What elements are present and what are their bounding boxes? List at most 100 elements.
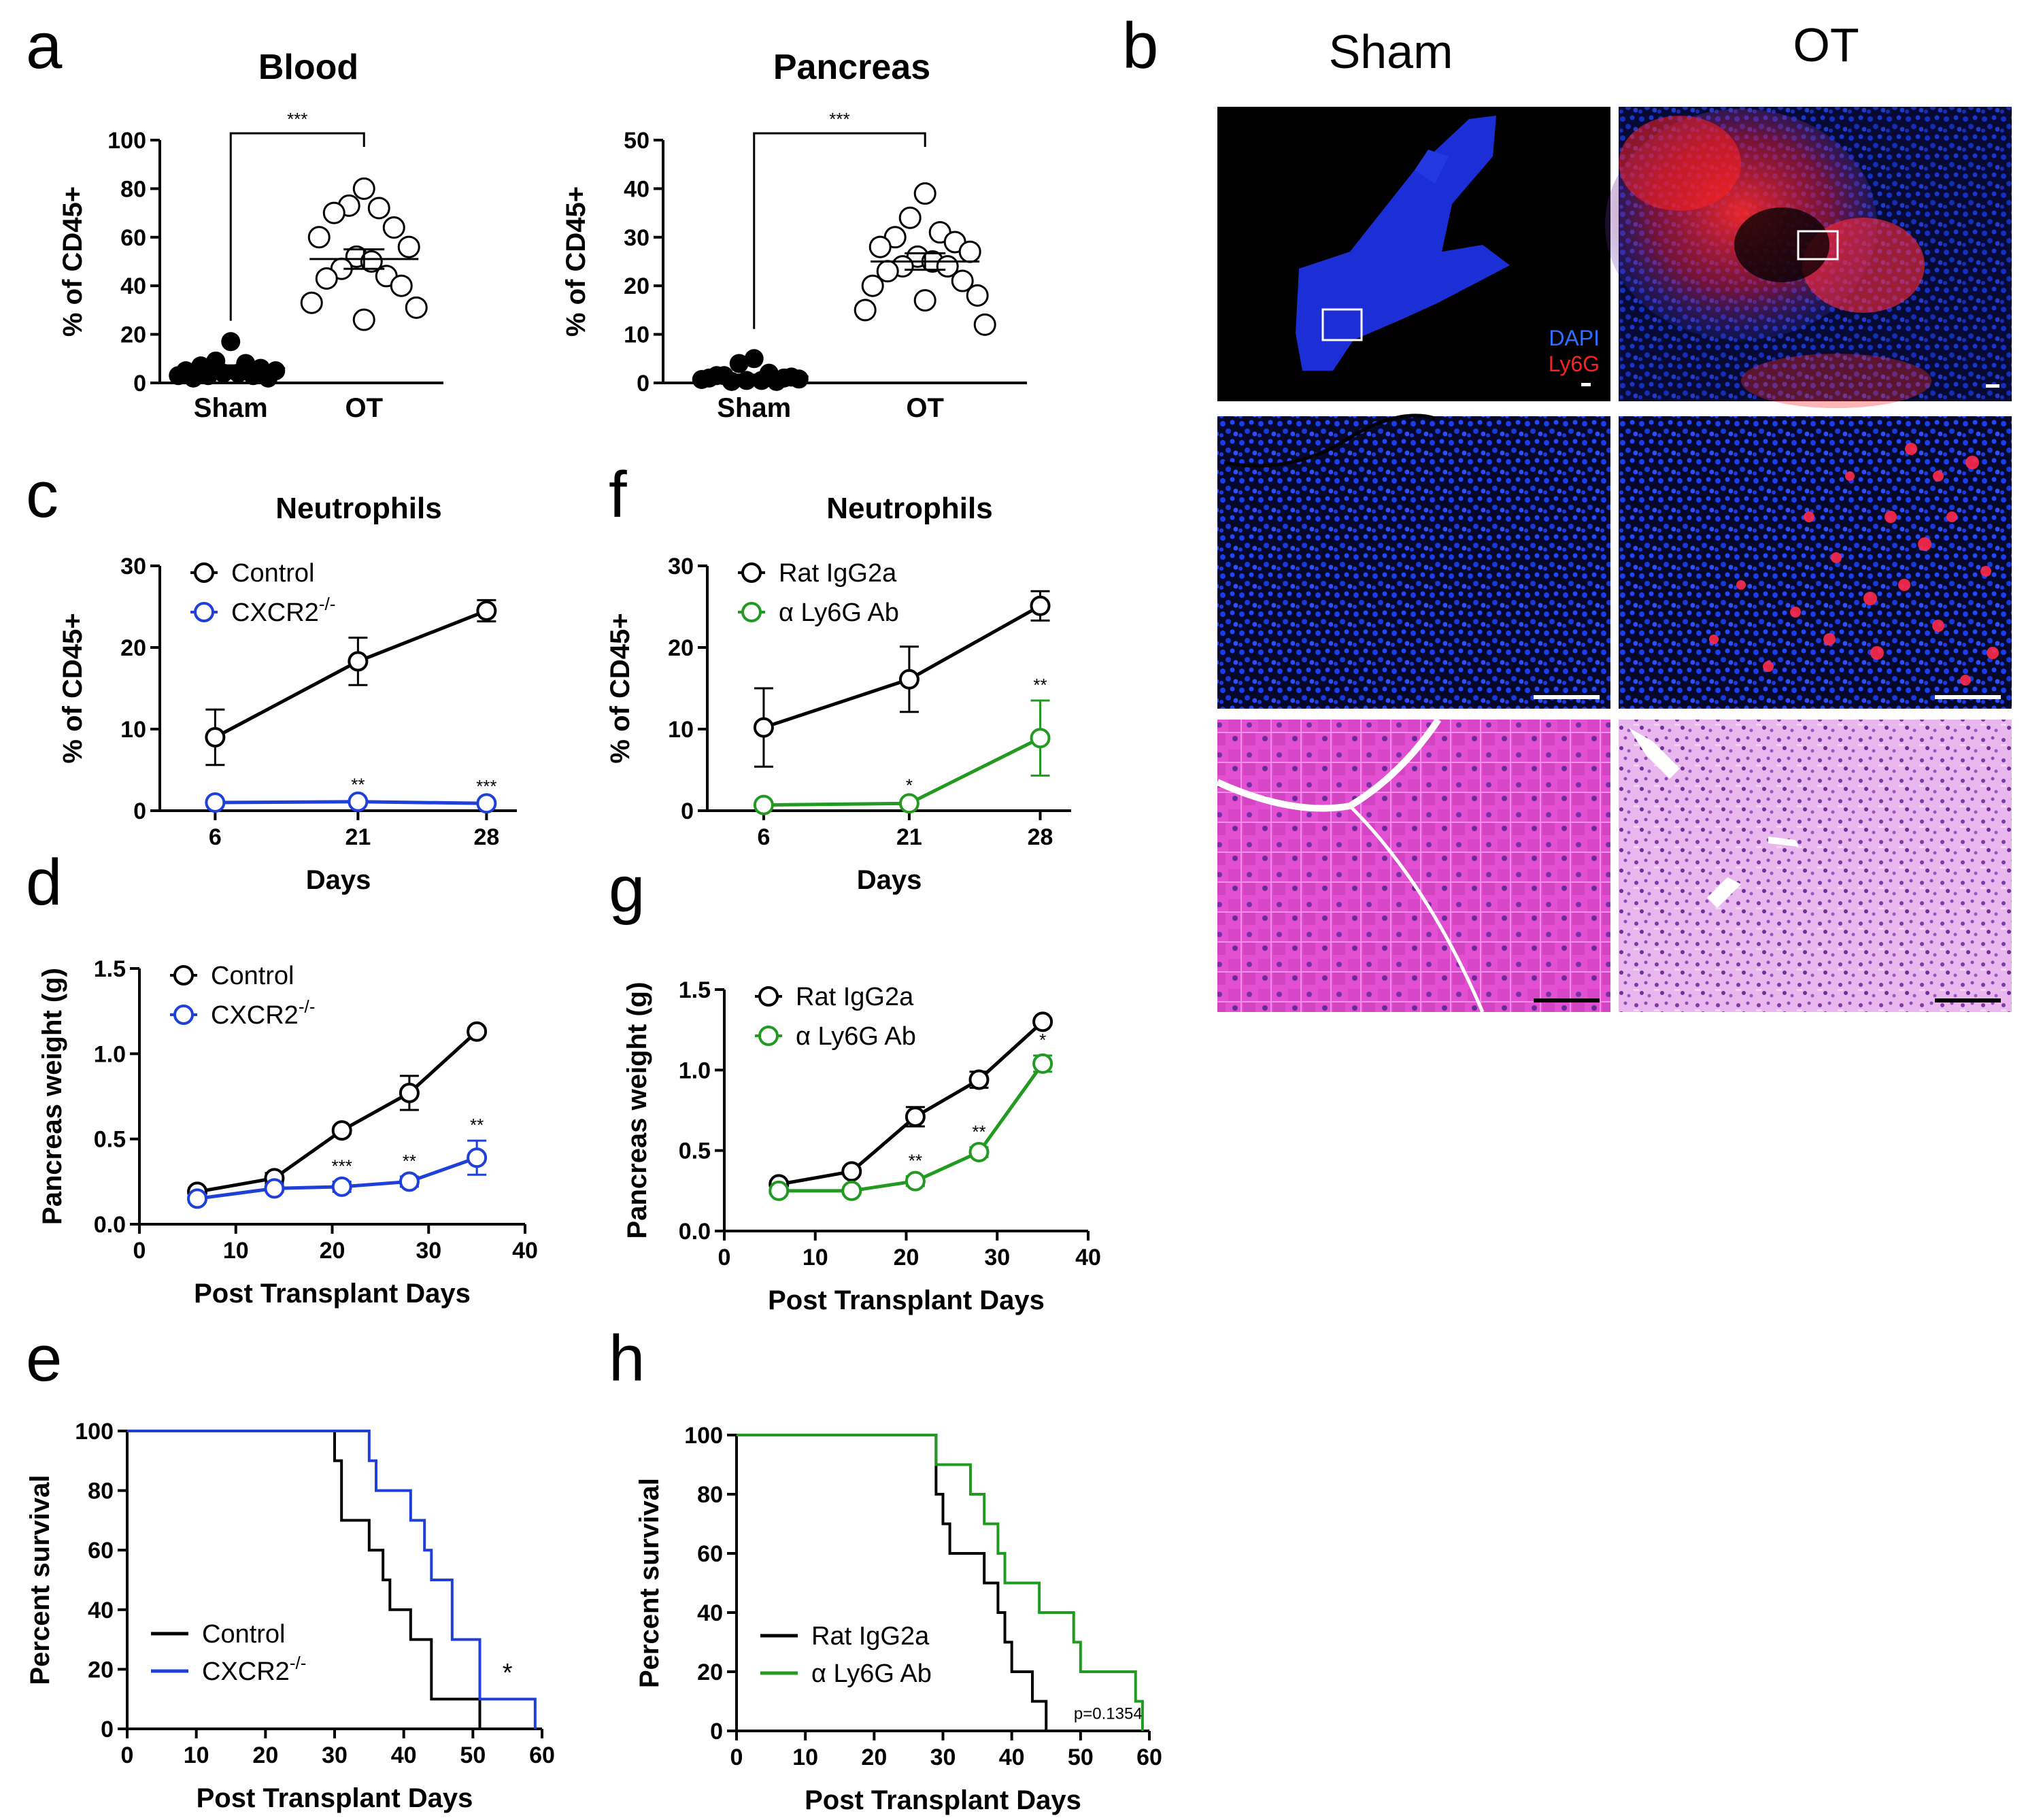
data-point [769, 1180, 790, 1201]
data-point [348, 651, 369, 672]
data-point [898, 669, 919, 690]
chart-title: Pancreas [773, 48, 930, 87]
chart-title: Neutrophils [826, 492, 992, 525]
y-axis-label: % of CD45+ [58, 613, 88, 763]
y-tick-label: 30 [624, 225, 649, 251]
data-point [898, 793, 919, 814]
chart-title: Neutrophils [275, 492, 441, 525]
legend-entry: Rat IgG2a [779, 559, 897, 588]
x-tick-label: 21 [896, 824, 922, 850]
x-tick-label: 50 [460, 1742, 486, 1768]
series-line [763, 736, 1041, 807]
legend-dapi: DAPI [1549, 326, 1600, 350]
y-tick-label: 100 [107, 128, 146, 154]
y-tick-label: 20 [88, 1657, 114, 1683]
y-tick-label: 1.0 [94, 1041, 126, 1067]
data-point [1032, 1053, 1053, 1074]
legend-ly6g: Ly6G [1549, 352, 1600, 376]
y-axis-label: Pancreas weight (g) [37, 968, 67, 1225]
data-point-sham [258, 368, 278, 388]
data-point-sham [184, 368, 203, 388]
data-point-ot [913, 289, 936, 312]
y-tick-label: 40 [120, 273, 146, 299]
data-point [331, 1120, 352, 1141]
y-tick-label: 1.5 [679, 977, 711, 1003]
x-tick-label: 40 [1075, 1245, 1101, 1270]
x-axis-label: Post Transplant Days [194, 1279, 471, 1309]
chart-pancreas-weight-ly6g: 0.0 0.5 1.0 1.5 Pancreas weight (g) 0 10 20 30 40… [622, 977, 1101, 1315]
legend-entry: CXCR2-/- [202, 1653, 306, 1686]
x-category-label: Sham [194, 393, 268, 423]
significance-stars: * [1039, 1030, 1046, 1050]
data-point-ot [397, 235, 420, 258]
x-tick-label: 10 [223, 1238, 249, 1264]
x-tick-label: 40 [512, 1238, 538, 1264]
data-point [905, 1106, 926, 1127]
panel-label-b: b [1122, 10, 1158, 82]
x-category-label: OT [345, 393, 383, 423]
legend-entry: α Ly6G Ab [779, 599, 899, 627]
y-axis-label: % of CD45+ [58, 186, 88, 337]
significance-bracket [753, 132, 926, 329]
x-tick-label: 10 [184, 1742, 209, 1768]
x-tick-label: 10 [803, 1245, 828, 1270]
panel-label-a: a [26, 10, 63, 82]
y-axis-label: Pancreas weight (g) [622, 982, 652, 1239]
data-point [841, 1180, 862, 1201]
data-point-ot [973, 313, 996, 336]
data-point [467, 1147, 488, 1168]
data-point-ot [951, 269, 974, 292]
chart-pancreas-weight-cxcr2: 0.0 0.5 1.0 1.5 Pancreas weight (g) 0 10 20 30 40… [37, 956, 538, 1309]
y-axis-label: % of CD45+ [605, 613, 635, 763]
p-value: p=0.1354 [1074, 1705, 1143, 1723]
data-point [1032, 1011, 1053, 1032]
column-header-sham: Sham [1329, 25, 1453, 78]
x-axis-label: Post Transplant Days [805, 1785, 1081, 1815]
x-tick-label: 0 [121, 1742, 134, 1768]
x-tick-label: 60 [529, 1742, 555, 1768]
data-point [753, 794, 774, 815]
y-tick-label: 80 [120, 176, 146, 202]
y-tick-label: 10 [624, 322, 649, 348]
x-category-label: OT [906, 393, 944, 423]
x-tick-label: 0 [133, 1238, 146, 1264]
x-tick-label: 40 [999, 1745, 1025, 1770]
data-point-sham [692, 370, 711, 390]
x-tick-label: 20 [320, 1238, 345, 1264]
x-tick-label: 30 [322, 1742, 348, 1768]
legend-entry: Rat IgG2a [796, 983, 914, 1011]
y-tick-label: 0.0 [94, 1212, 126, 1238]
y-tick-label: 60 [88, 1538, 114, 1564]
x-tick-label: 28 [1028, 824, 1053, 850]
x-tick-label: 20 [252, 1742, 278, 1768]
y-tick-label: 30 [120, 554, 146, 579]
x-tick-label: 28 [473, 824, 499, 850]
y-tick-label: 0.5 [94, 1127, 126, 1153]
significance-stars: ** [909, 1151, 922, 1171]
data-point-ot [958, 240, 981, 263]
data-point-ot [854, 299, 877, 322]
data-point-ot [367, 197, 390, 220]
micrograph-sham-dapi-zoom [1217, 414, 1610, 709]
significance-stars: ** [351, 774, 365, 794]
x-tick-label: 6 [209, 824, 222, 850]
data-point-sham [744, 349, 764, 369]
y-axis-label: % of CD45+ [561, 186, 591, 337]
panel-label-g: g [609, 853, 645, 926]
chart-survival-cxcr2: 0 20 40 60 80 100 Percent survival 0 10 20 30 40 50 6… [25, 1419, 555, 1813]
x-category-label: Sham [717, 393, 791, 423]
data-point [905, 1170, 926, 1192]
data-point [467, 1021, 488, 1042]
data-point-ot [322, 201, 345, 224]
significance-stars: *** [829, 109, 849, 129]
legend-marker [173, 965, 194, 985]
micrograph-sham-he [1215, 718, 1610, 1013]
x-tick-label: 21 [345, 824, 371, 850]
y-tick-label: 50 [624, 128, 649, 154]
y-tick-label: 60 [697, 1541, 723, 1567]
data-point-ot [898, 206, 922, 229]
survival-curve [127, 1430, 537, 1729]
zoom-box-ot [1797, 230, 1839, 260]
x-axis-label: Days [306, 865, 371, 895]
